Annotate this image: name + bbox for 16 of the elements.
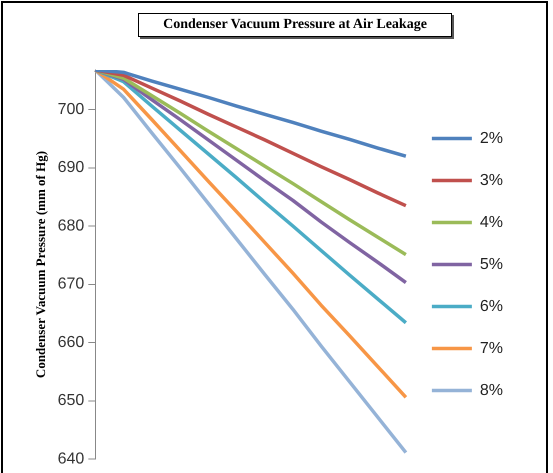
chart-title: Condenser Vacuum Pressure at Air Leakage [138,13,452,37]
y-tick-label: 700 [58,101,84,118]
y-tick-label: 640 [58,450,84,468]
y-tick-label: 680 [58,217,84,234]
y-tick-label: 670 [58,276,84,293]
y-axis-title: Condenser Vacuum Pressure (mm of Hg) [33,150,48,378]
legend-label: 8% [480,382,503,399]
legend-label: 2% [480,130,503,147]
legend-label: 6% [480,298,503,315]
legend-label: 4% [480,214,503,231]
legend-label: 5% [480,256,503,273]
y-tick-label: 650 [58,392,84,410]
legend-label: 7% [480,340,503,357]
y-tick-label: 690 [58,159,84,176]
legend-label: 3% [480,172,503,189]
y-tick-label: 660 [58,334,84,351]
